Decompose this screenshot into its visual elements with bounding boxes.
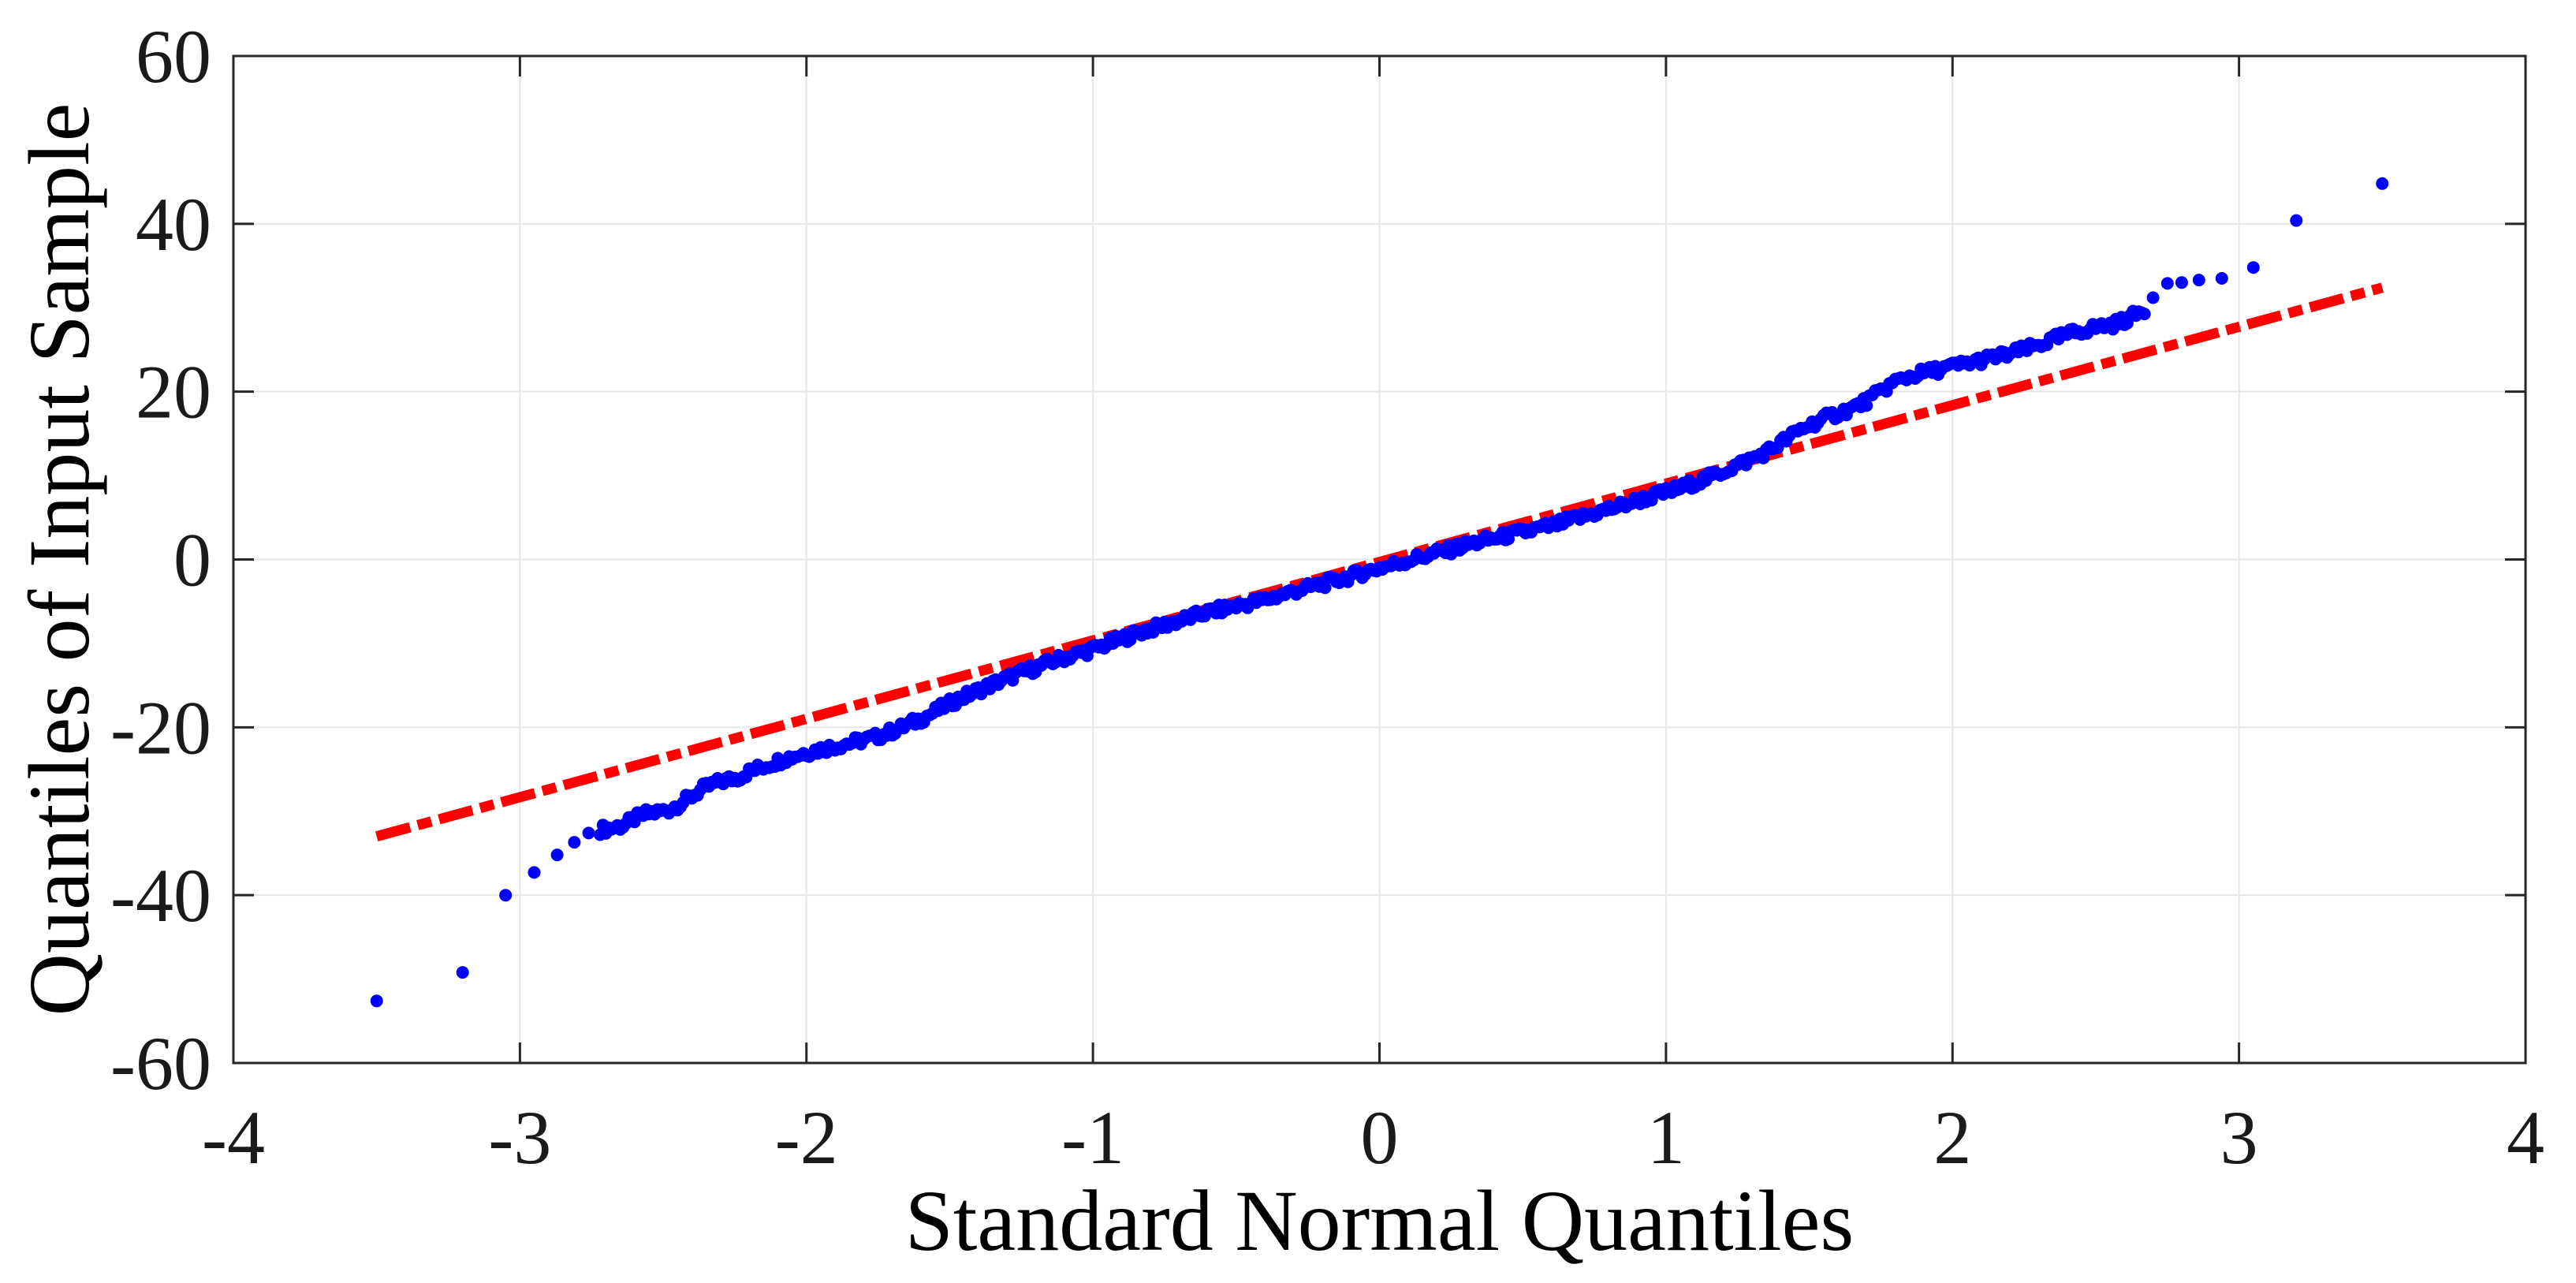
x-axis-tick-label: -2 [775, 1095, 838, 1180]
sample-point [2146, 291, 2160, 304]
x-axis-tick-label: 3 [2220, 1095, 2258, 1180]
sample-band-point [1318, 581, 1332, 595]
sample-point [2160, 277, 2174, 290]
sample-point [2290, 214, 2303, 227]
x-axis-tick-label: -4 [202, 1095, 265, 1180]
axes-layer [232, 54, 2527, 1065]
y-axis-tick-label: 60 [136, 14, 211, 99]
grid-layer [233, 56, 2526, 1063]
x-axis-title: Standard Normal Quantiles [905, 1173, 1855, 1269]
sample-band-point [1860, 399, 1873, 412]
sample-point [550, 848, 564, 862]
sample-point [568, 836, 581, 849]
sample-point [456, 966, 469, 979]
y-axis-tick-label: 40 [136, 182, 211, 267]
x-axis-tick-label: 4 [2507, 1095, 2544, 1180]
sample-point [2376, 177, 2389, 190]
data-layer [370, 177, 2389, 1008]
sample-point [370, 994, 383, 1008]
sample-point [582, 826, 595, 840]
x-axis-tick-label: 0 [1361, 1095, 1399, 1180]
y-axis-tick-label: -40 [110, 853, 211, 938]
sample-point [499, 889, 513, 902]
x-axis-tick-label: -1 [1061, 1095, 1124, 1180]
sample-band-point [2138, 308, 2151, 321]
tick-label-layer: -4 -3 -2 -1 0 1 2 3 4 -60 -40 -20 0 20 40 60 [110, 14, 2544, 1180]
y-axis-title: Quantiles of Input Sample [11, 103, 107, 1016]
x-axis-tick-label: 2 [1933, 1095, 1971, 1180]
sample-point [2215, 272, 2228, 285]
sample-point [2246, 261, 2260, 274]
y-axis-tick-label: 0 [173, 518, 211, 602]
x-axis-tick-label: 1 [1647, 1095, 1685, 1180]
y-axis-tick-label: 20 [136, 350, 211, 435]
y-axis-tick-label: -60 [110, 1021, 211, 1106]
sample-point [528, 866, 541, 879]
sample-point [2175, 276, 2188, 289]
sample-point [2192, 274, 2205, 287]
sample-band-point [628, 815, 641, 829]
y-axis-tick-label: -20 [110, 685, 211, 770]
x-axis-tick-label: -3 [488, 1095, 551, 1180]
